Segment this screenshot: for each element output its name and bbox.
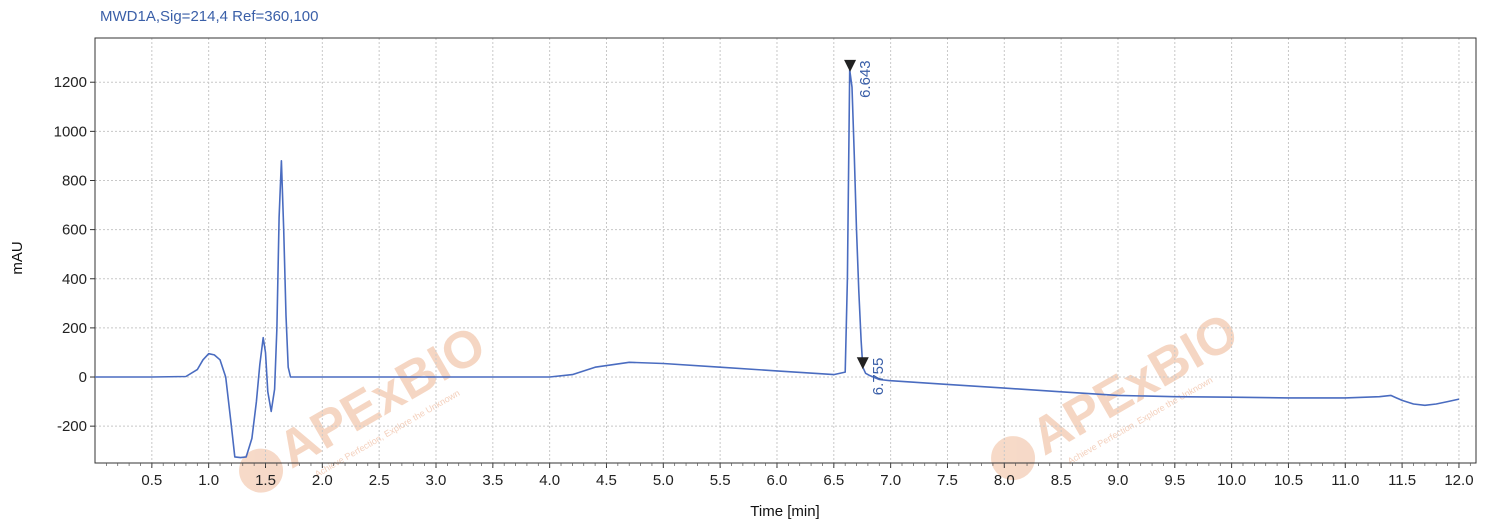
x-tick-label: 11.5 (1388, 472, 1416, 489)
plot-frame (94, 37, 1477, 464)
watermark-logo-icon (991, 436, 1036, 481)
x-tick-label: 10.0 (1217, 472, 1246, 489)
peak-marker (844, 59, 857, 72)
series-layer (95, 69, 1460, 459)
grid (95, 38, 1476, 463)
y-axis-label: mAU (9, 241, 26, 274)
x-tick-label: 8.0 (994, 472, 1015, 489)
watermark-right: APExBIO Achieve Perfection, Explore the … (991, 302, 1248, 481)
x-tick-label: 4.0 (539, 472, 560, 489)
x-axis-label: Time [min] (750, 503, 819, 520)
x-tick-label: 7.5 (937, 472, 958, 489)
chart-title: MWD1A,Sig=214,4 Ref=360,100 (100, 8, 318, 25)
x-tick-label: 3.5 (482, 472, 503, 489)
x-tick-label: 3.0 (426, 472, 447, 489)
peak-label: 6.755 (870, 358, 887, 396)
peak-label: 6.643 (857, 60, 874, 98)
x-tick-label: 6.0 (767, 472, 788, 489)
watermark-brand: APExBIO (1021, 302, 1248, 466)
signal-line (95, 69, 1460, 459)
x-tick-label: 11.0 (1331, 472, 1359, 489)
x-tick-label: 9.5 (1164, 472, 1185, 489)
y-tick-label: 1200 (54, 74, 87, 91)
x-tick-label: 0.5 (141, 472, 162, 489)
y-tick-label: 800 (62, 172, 87, 189)
y-tick-label: 200 (62, 320, 87, 337)
x-tick-label: 2.5 (369, 472, 390, 489)
x-tick-label: 9.0 (1108, 472, 1129, 489)
x-tick-label: 8.5 (1051, 472, 1072, 489)
x-tick-label: 6.5 (823, 472, 844, 489)
y-tick-label: 1000 (54, 123, 87, 140)
x-tick-label: 1.0 (198, 472, 219, 489)
peak-marker (856, 357, 869, 370)
x-tick-label: 10.5 (1274, 472, 1303, 489)
y-tick-label: 600 (62, 222, 87, 239)
y-tick-label: 0 (79, 369, 87, 386)
x-tick-label: 7.0 (880, 472, 901, 489)
watermark-logo-icon (239, 448, 284, 493)
y-tick-label: 400 (62, 271, 87, 288)
y-tick-label: -200 (57, 418, 87, 435)
x-tick-label: 5.5 (710, 472, 731, 489)
watermark-brand: APExBIO (268, 315, 495, 479)
x-tick-label: 12.0 (1444, 472, 1473, 489)
x-tick-label: 1.5 (255, 472, 276, 489)
x-tick-label: 2.0 (312, 472, 333, 489)
axis-ticks: 0.5 1.0 1.5 2.0 2.5 3.0 3.5 4.0 4.5 5.0 5.5 6.0 6.5 7… (54, 74, 1474, 489)
peak-annotations: 6.643 6.755 (844, 59, 887, 396)
x-tick-label: 4.5 (596, 472, 617, 489)
x-tick-label: 5.0 (653, 472, 674, 489)
